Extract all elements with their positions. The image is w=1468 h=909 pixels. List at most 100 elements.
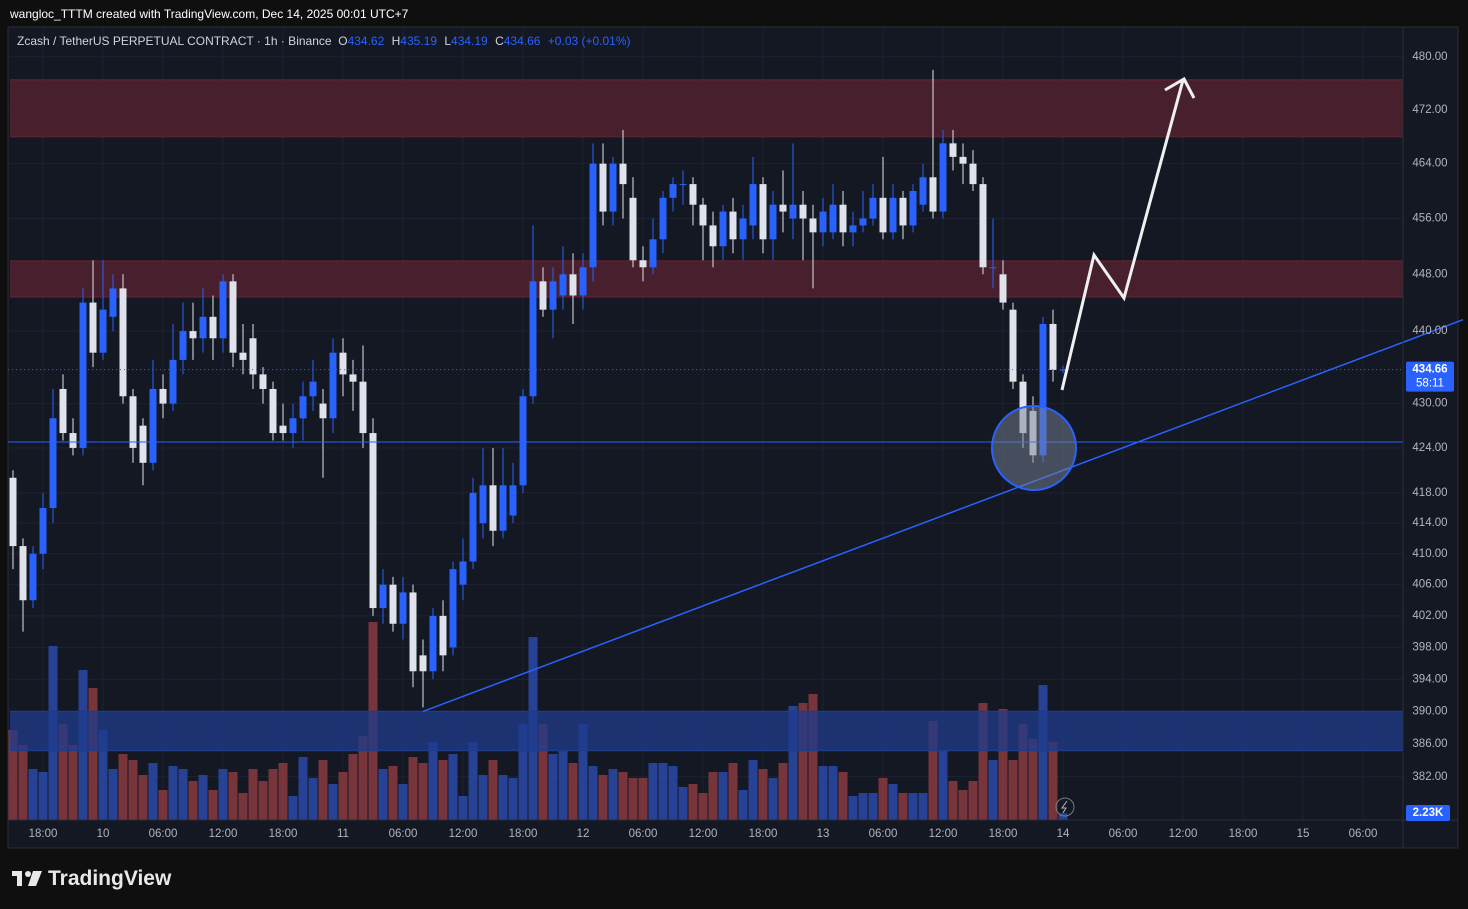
volume-bar	[578, 724, 588, 820]
candle-body	[39, 507, 47, 554]
ohlc-value: 434.19	[451, 34, 488, 48]
x-tick-label: 06:00	[1109, 828, 1138, 840]
volume-bar	[588, 766, 598, 820]
candle-body	[59, 388, 67, 434]
volume-bar	[958, 790, 968, 820]
volume-bar	[1058, 813, 1068, 820]
y-tick-label: 394.00	[1412, 673, 1447, 685]
candle-body	[379, 584, 387, 609]
volume-bar	[68, 745, 78, 820]
volume-bar	[308, 778, 318, 820]
x-tick-label: 12:00	[1169, 828, 1198, 840]
replay-icon-bolt	[1061, 800, 1068, 814]
candle-body	[629, 197, 637, 261]
candle-body	[269, 388, 277, 434]
candle-body	[159, 388, 167, 404]
candle-body	[259, 374, 267, 389]
volume-bar	[858, 793, 868, 820]
candle-body	[529, 281, 537, 397]
candle-body	[389, 584, 397, 624]
candle-body	[169, 359, 177, 404]
candle-body	[19, 546, 27, 601]
replay-icon[interactable]	[1055, 797, 1075, 817]
candle-body	[29, 553, 37, 601]
volume-bar	[808, 694, 818, 820]
x-tick-label: 12:00	[929, 828, 958, 840]
candle-body	[539, 281, 547, 310]
volume-bar	[58, 724, 68, 820]
volume-bar	[938, 751, 948, 820]
logo-icon	[12, 871, 42, 886]
volume-bar	[478, 775, 488, 820]
volume-bar	[448, 754, 458, 820]
y-tick-label: 430.00	[1412, 398, 1447, 410]
logo[interactable]: TradingView	[48, 867, 172, 890]
candle-body	[889, 197, 897, 233]
logo-shape	[28, 871, 42, 886]
volume-bar	[178, 769, 188, 820]
volume-bar	[318, 760, 328, 820]
candle-body	[339, 352, 347, 375]
volume-bar	[28, 769, 38, 820]
volume-tag-label: 2.23K	[1413, 807, 1444, 819]
x-tick-label: 18:00	[29, 828, 58, 840]
y-tick-label: 464.00	[1412, 158, 1447, 170]
ohlc-label: L	[444, 34, 452, 48]
x-tick-label: 12:00	[209, 828, 238, 840]
volume-bar	[848, 796, 858, 820]
candle-body	[679, 184, 687, 186]
candle-body	[1009, 309, 1017, 382]
volume-bar	[558, 751, 568, 820]
ohlc-label: O	[338, 34, 348, 48]
price-tag	[1406, 361, 1454, 392]
candle-body	[189, 331, 197, 339]
volume-bar	[598, 775, 608, 820]
candle-body	[219, 281, 227, 339]
candle-body	[669, 184, 677, 198]
candle-body	[399, 592, 407, 624]
volume-bar	[148, 763, 158, 820]
candle-body	[449, 569, 457, 648]
countdown: 58:11	[1416, 378, 1444, 390]
volume-bar	[568, 763, 578, 820]
candle-body	[589, 163, 597, 268]
volume-bar	[998, 709, 1008, 820]
volume-bar	[138, 775, 148, 820]
volume-bar	[358, 736, 368, 820]
volume-bar	[128, 760, 138, 820]
arrow-head	[1164, 76, 1196, 99]
candle-body	[429, 615, 437, 672]
volume-bar	[168, 766, 178, 820]
candle-body	[359, 381, 367, 434]
ohlc-value: 434.66	[503, 34, 541, 48]
y-tick-label: 414.00	[1412, 517, 1447, 529]
volume-bar	[258, 781, 268, 820]
volume-bar	[838, 772, 848, 820]
zone	[10, 711, 1403, 751]
volume-bar	[458, 796, 468, 820]
candle-body	[499, 485, 507, 531]
price-tag-label: 434.66	[1412, 364, 1447, 376]
candle-body	[439, 615, 447, 656]
candle-body	[209, 316, 217, 339]
ohlc-value: 434.62	[347, 34, 385, 48]
candle-body	[119, 288, 127, 397]
volume-bar	[738, 790, 748, 820]
y-tick-label: 424.00	[1412, 442, 1447, 454]
axes: 480.00 472.00 464.00 456.00 448.00 440.00 430.…	[29, 51, 1454, 840]
x-tick-label: 06:00	[149, 828, 178, 840]
volume-bar	[288, 796, 298, 820]
volume-bar	[878, 778, 888, 820]
highlight-circle	[991, 405, 1077, 491]
volume-bar	[298, 757, 308, 820]
candle-body	[319, 403, 327, 419]
x-tick-label: 06:00	[389, 828, 418, 840]
volume-bar	[648, 763, 658, 820]
candle-body	[479, 485, 487, 524]
candle-body	[579, 267, 587, 296]
symbol: Zcash / TetherUS PERPETUAL CONTRACT · 1h…	[17, 34, 332, 48]
candle-body	[969, 163, 977, 185]
candle-body	[229, 281, 237, 353]
candle-body	[369, 433, 377, 609]
